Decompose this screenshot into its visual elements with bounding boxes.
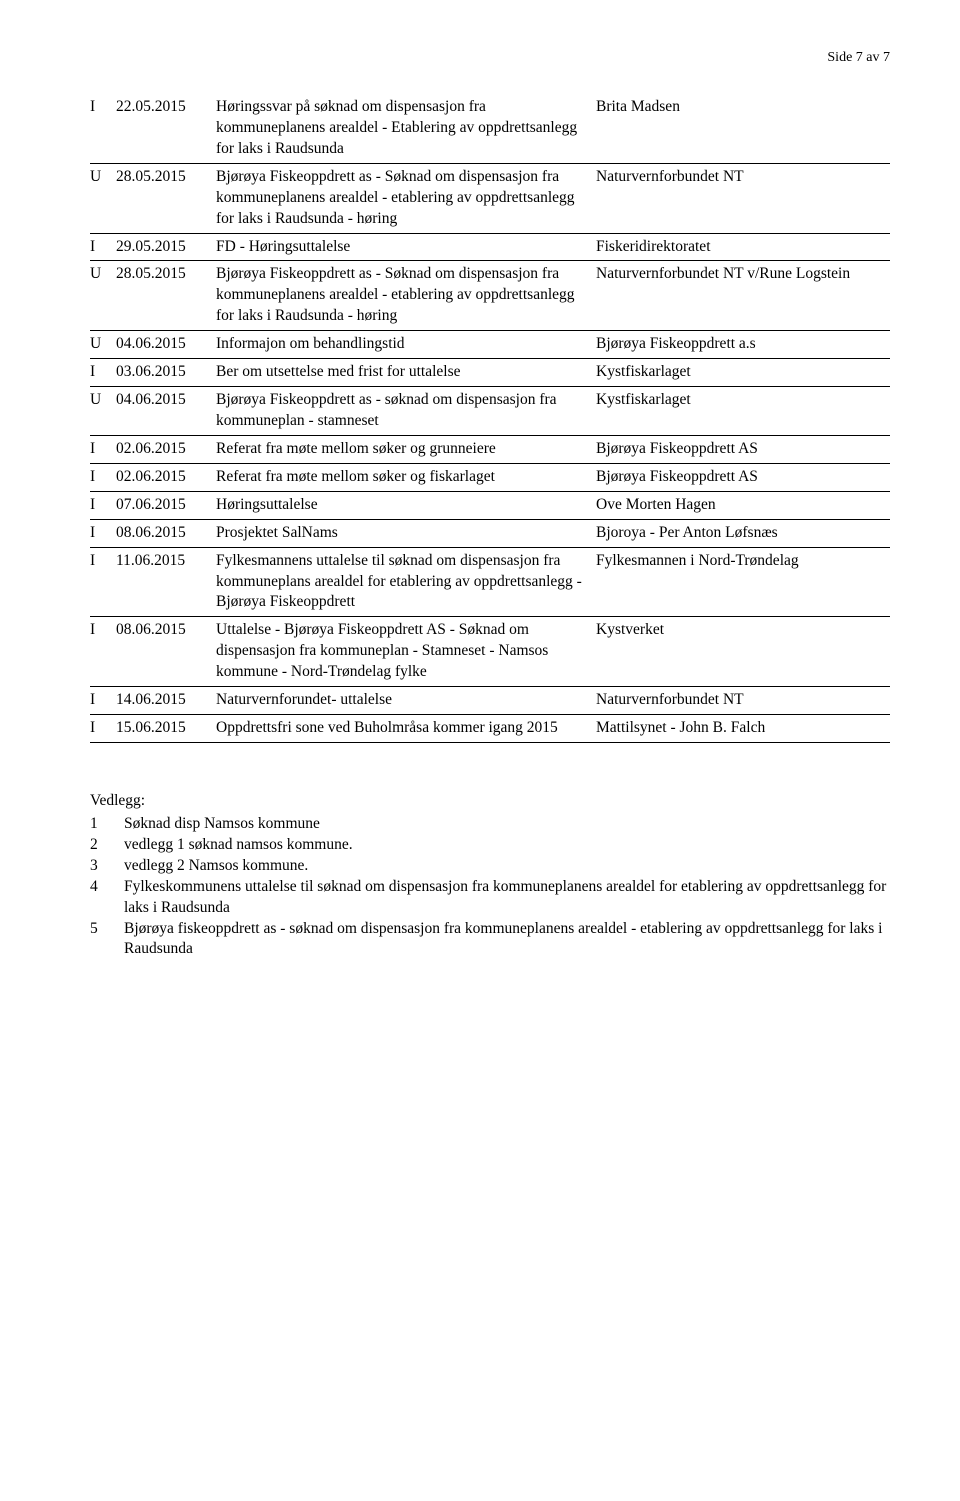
table-row: U28.05.2015Bjørøya Fiskeoppdrett as - Sø… <box>90 163 890 233</box>
description-cell: Naturvernforundet- uttalelse <box>216 687 596 715</box>
date-cell: 28.05.2015 <box>116 261 216 331</box>
table-row: U28.05.2015Bjørøya Fiskeoppdrett as - Sø… <box>90 261 890 331</box>
date-cell: 28.05.2015 <box>116 163 216 233</box>
io-cell: I <box>90 359 116 387</box>
date-cell: 14.06.2015 <box>116 687 216 715</box>
io-cell: I <box>90 435 116 463</box>
party-cell: Bjørøya Fiskeoppdrett a.s <box>596 331 890 359</box>
table-row: I22.05.2015Høringssvar på søknad om disp… <box>90 94 890 163</box>
table-row: I07.06.2015HøringsuttalelseOve Morten Ha… <box>90 491 890 519</box>
attachment-row: 4Fylkeskommunens uttalelse til søknad om… <box>90 877 890 919</box>
io-cell: I <box>90 94 116 163</box>
date-cell: 08.06.2015 <box>116 519 216 547</box>
attachment-text: Bjørøya fiskeoppdrett as - søknad om dis… <box>124 919 890 961</box>
description-cell: Bjørøya Fiskeoppdrett as - søknad om dis… <box>216 387 596 436</box>
io-cell: I <box>90 463 116 491</box>
attachment-number: 1 <box>90 814 124 835</box>
attachments-section: Vedlegg: 1Søknad disp Namsos kommune2ved… <box>90 791 890 960</box>
table-row: U04.06.2015Bjørøya Fiskeoppdrett as - sø… <box>90 387 890 436</box>
party-cell: Bjørøya Fiskeoppdrett AS <box>596 463 890 491</box>
description-cell: Prosjektet SalNams <box>216 519 596 547</box>
io-cell: I <box>90 547 116 617</box>
attachment-text: Søknad disp Namsos kommune <box>124 814 890 835</box>
date-cell: 02.06.2015 <box>116 463 216 491</box>
party-cell: Kystfiskarlaget <box>596 359 890 387</box>
attachment-number: 4 <box>90 877 124 919</box>
date-cell: 04.06.2015 <box>116 331 216 359</box>
attachment-row: 1Søknad disp Namsos kommune <box>90 814 890 835</box>
page-number: Side 7 av 7 <box>90 50 890 66</box>
party-cell: Fylkesmannen i Nord-Trøndelag <box>596 547 890 617</box>
date-cell: 07.06.2015 <box>116 491 216 519</box>
date-cell: 04.06.2015 <box>116 387 216 436</box>
io-cell: I <box>90 687 116 715</box>
io-cell: I <box>90 233 116 261</box>
party-cell: Bjoroya - Per Anton Løfsnæs <box>596 519 890 547</box>
io-cell: I <box>90 617 116 687</box>
attachment-number: 5 <box>90 919 124 961</box>
party-cell: Bjørøya Fiskeoppdrett AS <box>596 435 890 463</box>
io-cell: U <box>90 387 116 436</box>
table-row: I15.06.2015Oppdrettsfri sone ved Buholmr… <box>90 715 890 743</box>
description-cell: Uttalelse - Bjørøya Fiskeoppdrett AS - S… <box>216 617 596 687</box>
io-cell: U <box>90 261 116 331</box>
attachments-title: Vedlegg: <box>90 791 890 812</box>
party-cell: Ove Morten Hagen <box>596 491 890 519</box>
io-cell: U <box>90 163 116 233</box>
table-row: I08.06.2015Prosjektet SalNamsBjoroya - P… <box>90 519 890 547</box>
attachment-row: 3vedlegg 2 Namsos kommune. <box>90 856 890 877</box>
attachment-text: vedlegg 1 søknad namsos kommune. <box>124 835 890 856</box>
table-row: I02.06.2015Referat fra møte mellom søker… <box>90 463 890 491</box>
io-cell: I <box>90 715 116 743</box>
description-cell: FD - Høringsuttalelse <box>216 233 596 261</box>
description-cell: Høringssvar på søknad om dispensasjon fr… <box>216 94 596 163</box>
table-row: I08.06.2015Uttalelse - Bjørøya Fiskeoppd… <box>90 617 890 687</box>
description-cell: Informajon om behandlingstid <box>216 331 596 359</box>
description-cell: Referat fra møte mellom søker og fiskarl… <box>216 463 596 491</box>
description-cell: Bjørøya Fiskeoppdrett as - Søknad om dis… <box>216 163 596 233</box>
document-table: I22.05.2015Høringssvar på søknad om disp… <box>90 94 890 743</box>
description-cell: Ber om utsettelse med frist for uttalels… <box>216 359 596 387</box>
description-cell: Bjørøya Fiskeoppdrett as - Søknad om dis… <box>216 261 596 331</box>
table-row: I14.06.2015Naturvernforundet- uttalelseN… <box>90 687 890 715</box>
date-cell: 02.06.2015 <box>116 435 216 463</box>
table-row: U04.06.2015Informajon om behandlingstidB… <box>90 331 890 359</box>
table-row: I02.06.2015Referat fra møte mellom søker… <box>90 435 890 463</box>
party-cell: Fiskeridirektoratet <box>596 233 890 261</box>
date-cell: 08.06.2015 <box>116 617 216 687</box>
party-cell: Naturvernforbundet NT <box>596 687 890 715</box>
description-cell: Referat fra møte mellom søker og grunnei… <box>216 435 596 463</box>
date-cell: 11.06.2015 <box>116 547 216 617</box>
table-row: I29.05.2015FD - HøringsuttalelseFiskerid… <box>90 233 890 261</box>
attachment-row: 2vedlegg 1 søknad namsos kommune. <box>90 835 890 856</box>
attachment-number: 2 <box>90 835 124 856</box>
date-cell: 22.05.2015 <box>116 94 216 163</box>
party-cell: Naturvernforbundet NT v/Rune Logstein <box>596 261 890 331</box>
date-cell: 15.06.2015 <box>116 715 216 743</box>
party-cell: Kystfiskarlaget <box>596 387 890 436</box>
document-page: Side 7 av 7 I22.05.2015Høringssvar på sø… <box>0 0 960 1020</box>
attachment-row: 5Bjørøya fiskeoppdrett as - søknad om di… <box>90 919 890 961</box>
description-cell: Høringsuttalelse <box>216 491 596 519</box>
attachment-text: vedlegg 2 Namsos kommune. <box>124 856 890 877</box>
date-cell: 03.06.2015 <box>116 359 216 387</box>
io-cell: U <box>90 331 116 359</box>
party-cell: Brita Madsen <box>596 94 890 163</box>
party-cell: Mattilsynet - John B. Falch <box>596 715 890 743</box>
party-cell: Naturvernforbundet NT <box>596 163 890 233</box>
attachment-number: 3 <box>90 856 124 877</box>
attachment-text: Fylkeskommunens uttalelse til søknad om … <box>124 877 890 919</box>
io-cell: I <box>90 491 116 519</box>
date-cell: 29.05.2015 <box>116 233 216 261</box>
party-cell: Kystverket <box>596 617 890 687</box>
io-cell: I <box>90 519 116 547</box>
table-row: I03.06.2015Ber om utsettelse med frist f… <box>90 359 890 387</box>
description-cell: Fylkesmannens uttalelse til søknad om di… <box>216 547 596 617</box>
description-cell: Oppdrettsfri sone ved Buholmråsa kommer … <box>216 715 596 743</box>
table-row: I11.06.2015Fylkesmannens uttalelse til s… <box>90 547 890 617</box>
